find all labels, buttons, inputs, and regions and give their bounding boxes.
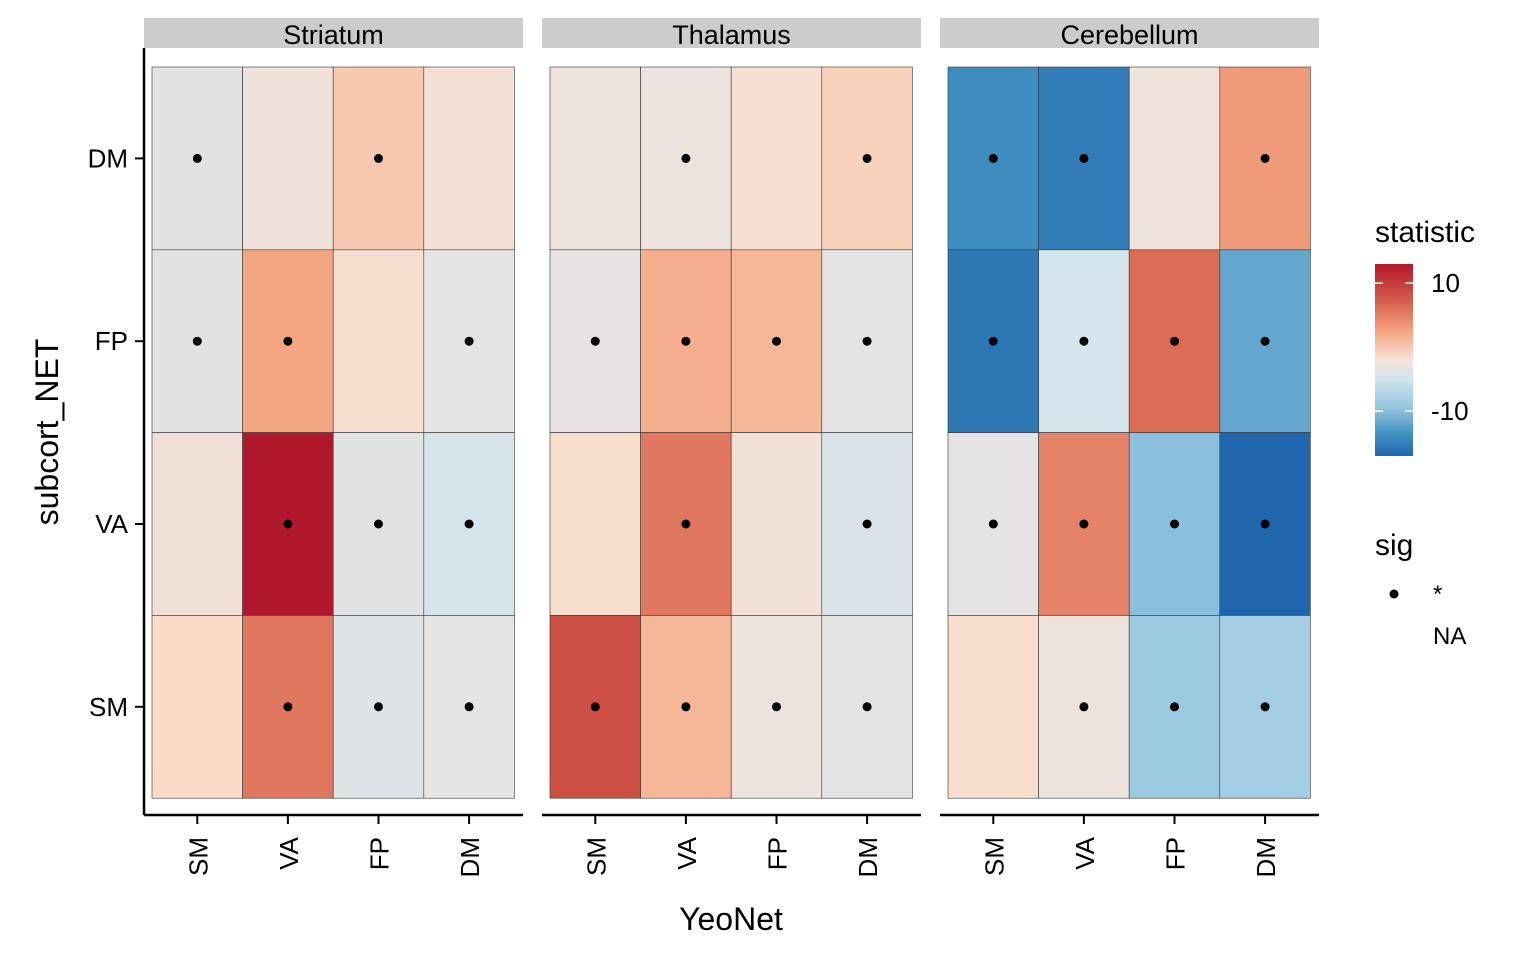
sig-marker [988, 336, 998, 346]
heatmap-cell [151, 615, 243, 799]
sig-marker [772, 336, 781, 346]
sig-marker [1260, 336, 1270, 346]
sig-marker [1260, 153, 1270, 163]
x-tick-label: DM [455, 837, 485, 877]
sig-marker [1260, 519, 1270, 529]
x-tick-label: SM [183, 837, 213, 876]
sig-marker [374, 702, 383, 712]
sig-legend-title: sig [1375, 529, 1413, 562]
x-tick-label: FP [763, 837, 793, 870]
heatmap-cell [730, 66, 823, 251]
x-tick-label: VA [274, 836, 304, 869]
x-tick-label: SM [581, 837, 611, 876]
heatmap-cell [151, 432, 243, 616]
sig-marker [1260, 702, 1270, 712]
sig-marker [772, 702, 781, 712]
sig-marker [1170, 702, 1179, 712]
x-tick-label: VA [672, 836, 702, 869]
x-axis-title: YeoNet [679, 901, 783, 937]
sig-marker [374, 519, 383, 529]
sig-marker [283, 519, 293, 529]
sig-legend-label-na: NA [1433, 623, 1466, 650]
y-axis-title: subcort_NET [29, 339, 65, 526]
heatmap-cell [549, 432, 641, 616]
sig-marker [374, 153, 383, 163]
facet-strip [542, 18, 921, 48]
y-tick-label: VA [95, 509, 128, 539]
sig-marker [988, 519, 998, 529]
sig-marker [681, 519, 691, 529]
sig-marker [1170, 519, 1179, 529]
sig-marker [464, 519, 474, 529]
facet-strip-label: Striatum [283, 20, 384, 50]
colorbar-tick-label: -10 [1431, 396, 1469, 426]
heatmap-cell [242, 66, 334, 251]
x-tick-label: FP [1161, 837, 1191, 870]
sig-marker [283, 336, 293, 346]
sig-marker [1079, 702, 1089, 712]
colorbar-ticks: 10 -10 [1375, 268, 1469, 426]
sig-marker [192, 336, 202, 346]
panel-thalamus: Thalamus SM VA FP DM [542, 18, 921, 877]
sig-marker [464, 702, 474, 712]
sig-marker [1079, 519, 1089, 529]
legend: statistic 10 -10 sig * NA [1375, 216, 1475, 650]
panel-striatum: Striatum SM VA FP DM [144, 18, 523, 877]
sig-marker [681, 153, 691, 163]
heatmap-cell [423, 66, 515, 251]
sig-legend-label-star: * [1433, 581, 1442, 608]
panel-cerebellum: Cerebellum SM VA FP DM [940, 18, 1319, 877]
sig-legend-dot [1389, 589, 1399, 599]
heatmap-cell [332, 249, 425, 433]
sig-marker [1079, 336, 1089, 346]
x-tick-label: SM [979, 837, 1009, 876]
sig-marker [1079, 153, 1089, 163]
facet-strip [144, 18, 523, 48]
x-tick-label: DM [1251, 837, 1281, 877]
sig-marker [681, 702, 691, 712]
x-tick-label: DM [853, 837, 883, 877]
sig-marker [590, 702, 600, 712]
facet-strip [940, 18, 1319, 48]
heatmap-cell [730, 432, 823, 616]
heatmap-cell [1128, 66, 1221, 251]
sig-marker [681, 336, 691, 346]
colorbar [1375, 264, 1413, 456]
x-tick-label: VA [1070, 836, 1100, 869]
sig-marker [192, 153, 202, 163]
y-tick-label: FP [95, 326, 128, 356]
sig-marker [590, 336, 600, 346]
y-axis: DM FP VA SM [88, 48, 146, 815]
y-tick-label: SM [89, 692, 128, 722]
facet-strip-label: Cerebellum [1060, 20, 1198, 50]
sig-marker [283, 702, 293, 712]
heatmap-cell [947, 615, 1039, 799]
x-tick-label: FP [365, 837, 395, 870]
sig-marker [464, 336, 474, 346]
colorbar-tick-label: 10 [1431, 268, 1460, 298]
sig-marker [862, 153, 872, 163]
sig-marker [862, 336, 872, 346]
sig-marker [1170, 336, 1179, 346]
sig-marker [988, 153, 998, 163]
color-legend-title: statistic [1375, 216, 1475, 249]
heatmap-cell [549, 66, 641, 251]
sig-marker [862, 702, 872, 712]
facet-strip-label: Thalamus [672, 20, 791, 50]
y-tick-label: DM [88, 143, 128, 173]
sig-marker [862, 519, 872, 529]
